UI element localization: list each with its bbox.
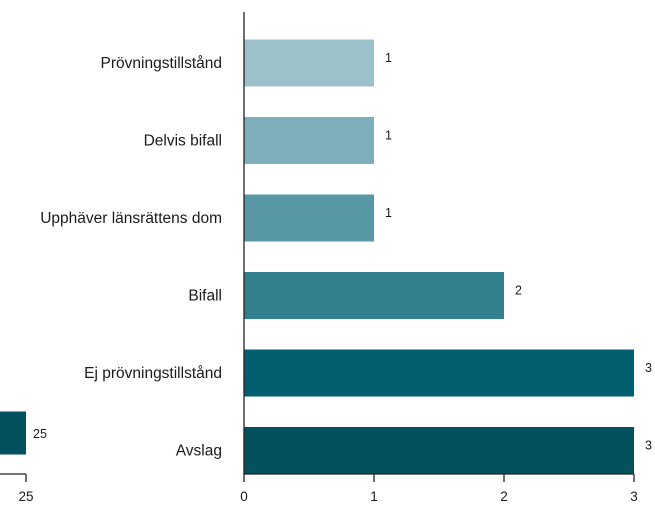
bar-2: [244, 117, 374, 164]
bar-5: [244, 349, 634, 397]
bar-4: [244, 272, 504, 319]
x-tick-label: 0: [240, 489, 248, 504]
category-label: Upphäver länsrättens dom: [40, 210, 222, 227]
x-tick-label: 25: [18, 489, 33, 504]
bar-3: [244, 194, 374, 242]
x-tick-label: 3: [630, 489, 638, 504]
value-label: 1: [385, 206, 392, 220]
left-chart-fragment: 25 25: [0, 411, 47, 504]
value-label: 1: [385, 51, 392, 65]
value-label: 3: [645, 361, 652, 375]
category-label: Bifall: [188, 288, 222, 305]
category-label: Ej prövningstillstånd: [84, 365, 222, 382]
category-label: Delvis bifall: [144, 133, 222, 150]
value-label: 3: [645, 439, 652, 453]
main-bar-chart: Prövningstillstånd 1 Delvis bifall 1 Upphäve…: [40, 12, 652, 504]
value-label: 25: [33, 427, 47, 441]
category-label: Prövningstillstånd: [101, 55, 222, 72]
x-tick-label: 2: [500, 489, 508, 504]
value-label: 1: [385, 129, 392, 143]
value-label: 2: [515, 284, 522, 298]
bar-6: [244, 427, 634, 474]
bar-1: [244, 39, 374, 87]
bar-partial: [0, 411, 26, 455]
category-label: Avslag: [176, 443, 222, 460]
x-tick-label: 1: [370, 489, 378, 504]
